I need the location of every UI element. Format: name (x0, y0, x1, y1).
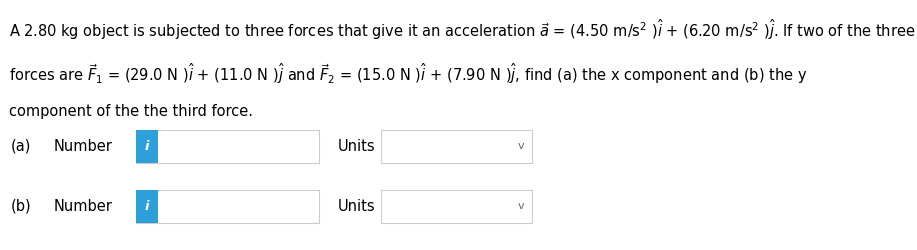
Text: i: i (145, 200, 149, 213)
FancyBboxPatch shape (381, 190, 532, 222)
Text: Number: Number (53, 199, 112, 214)
Text: v: v (517, 141, 525, 151)
FancyBboxPatch shape (136, 130, 319, 162)
Text: Units: Units (337, 139, 375, 154)
Text: forces are $\vec{F}_1$ = $\left(29.0\ \mathrm{N}\ \right)\hat{i}$ + $\left(11.0\: forces are $\vec{F}_1$ = $\left(29.0\ \m… (9, 61, 807, 86)
Text: A 2.80 kg object is subjected to three forces that give it an acceleration $\vec: A 2.80 kg object is subjected to three f… (9, 18, 916, 42)
FancyBboxPatch shape (136, 190, 158, 222)
Text: Units: Units (337, 199, 375, 214)
Text: component of the the third force.: component of the the third force. (9, 104, 253, 119)
Text: (a): (a) (11, 139, 31, 154)
Text: i: i (145, 140, 149, 153)
Text: Number: Number (53, 139, 112, 154)
FancyBboxPatch shape (136, 130, 158, 162)
Text: v: v (517, 201, 525, 211)
FancyBboxPatch shape (381, 130, 532, 162)
FancyBboxPatch shape (136, 190, 319, 222)
Text: (b): (b) (11, 199, 31, 214)
